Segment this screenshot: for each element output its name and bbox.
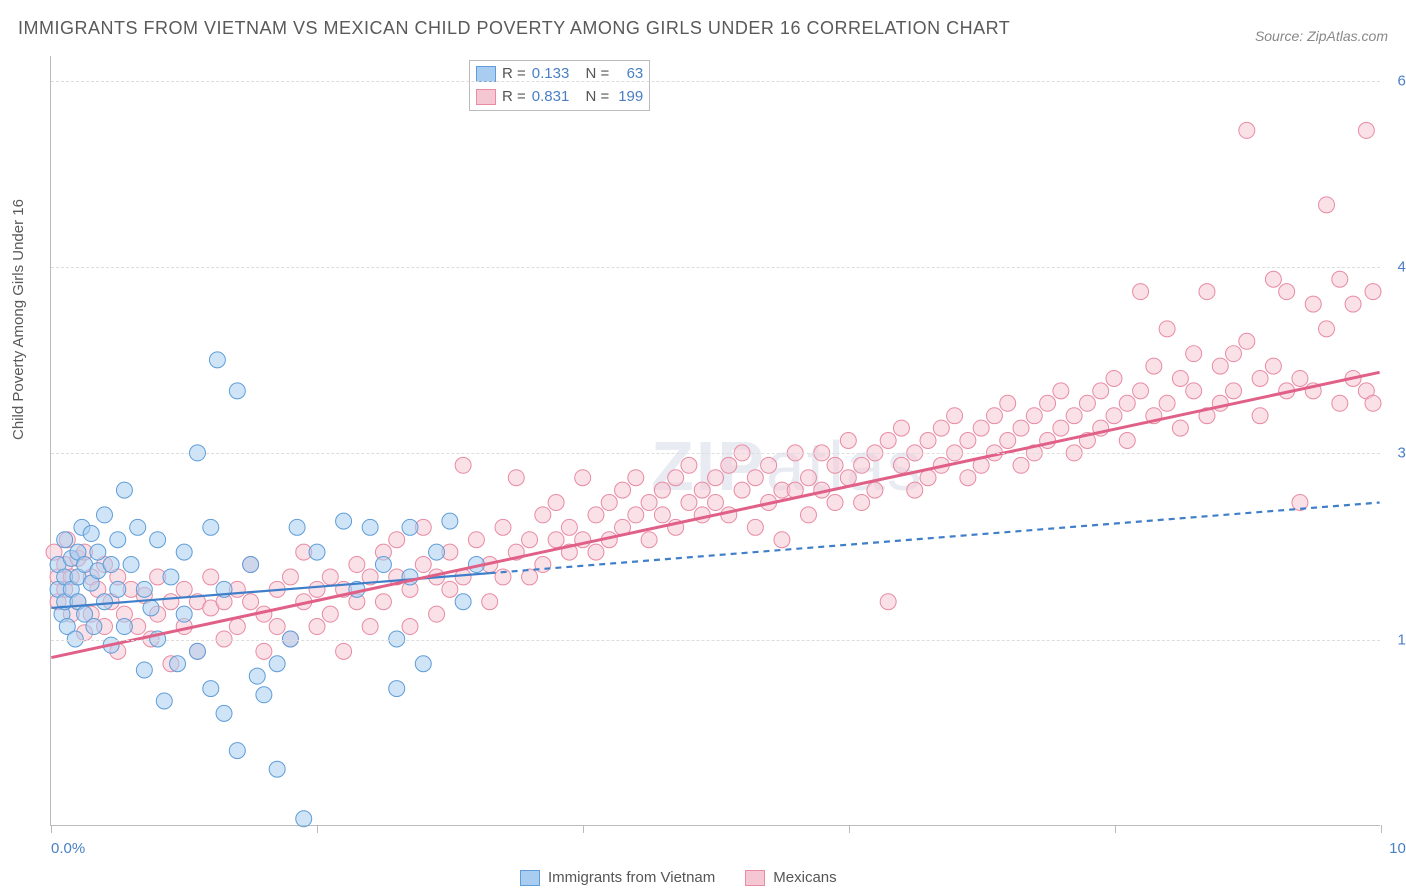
source-label: Source: ZipAtlas.com: [1255, 28, 1388, 44]
legend-label: Immigrants from Vietnam: [548, 869, 715, 886]
legend-item: Mexicans: [745, 869, 836, 886]
y-tick-label: 45.0%: [1385, 259, 1406, 276]
chart-title: IMMIGRANTS FROM VIETNAM VS MEXICAN CHILD…: [18, 18, 1010, 39]
legend-item: Immigrants from Vietnam: [520, 869, 715, 886]
y-axis-title: Child Poverty Among Girls Under 16: [10, 199, 27, 440]
swatch-icon: [745, 870, 765, 886]
y-tick-label: 60.0%: [1385, 72, 1406, 89]
y-tick-label: 30.0%: [1385, 445, 1406, 462]
chart-svg: [51, 56, 1380, 825]
legend-label: Mexicans: [773, 869, 836, 886]
x-tick-label: 0.0%: [51, 840, 85, 857]
bottom-legend: Immigrants from Vietnam Mexicans: [520, 869, 837, 886]
swatch-icon: [520, 870, 540, 886]
plot-area: ZIPatlas R = 0.133 N = 63 R = 0.831 N = …: [50, 56, 1380, 826]
y-tick-label: 15.0%: [1385, 631, 1406, 648]
x-tick-label: 100.0%: [1389, 840, 1406, 857]
chart-container: IMMIGRANTS FROM VIETNAM VS MEXICAN CHILD…: [0, 0, 1406, 892]
